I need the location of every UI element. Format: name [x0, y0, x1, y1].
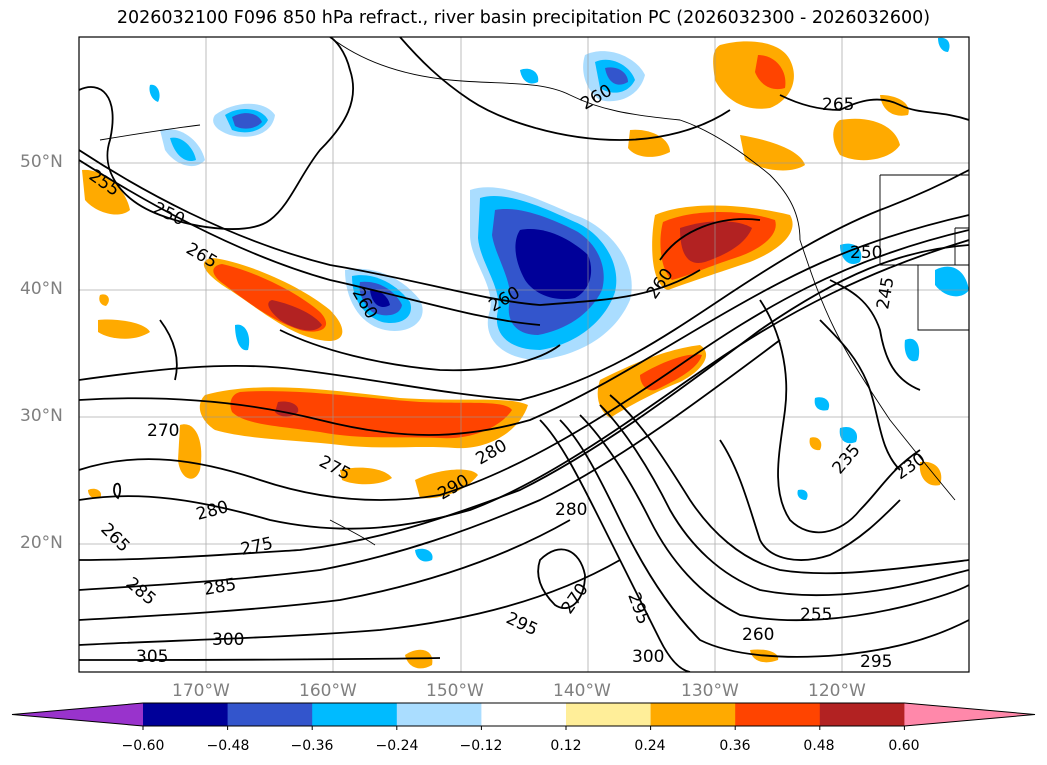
negative-anomaly-shading	[149, 37, 969, 562]
lat-label: 30°N	[20, 406, 63, 426]
colorbar-segment	[312, 703, 398, 726]
colorbar-segment	[819, 703, 905, 726]
colorbar-tick-label: −0.12	[459, 738, 503, 754]
lon-label: 160°W	[299, 681, 357, 701]
contour-label: 300	[212, 630, 244, 650]
contour-label: 265	[822, 95, 854, 115]
map-title: 2026032100 F096 850 hPa refract., river …	[116, 8, 931, 28]
colorbar	[11, 702, 1036, 730]
colorbar-tick-label: −0.36	[290, 738, 334, 754]
contour-label: 280	[555, 500, 587, 520]
contour-label: 255	[800, 605, 832, 625]
colorbar-tick-label: −0.60	[121, 738, 165, 754]
colorbar-tick-label: −0.24	[375, 738, 419, 754]
colorbar-extend-max	[904, 703, 1035, 726]
colorbar-segment	[481, 703, 567, 726]
colorbar-tick-label: −0.48	[206, 738, 250, 754]
contour-label: 300	[632, 647, 664, 667]
lat-label: 20°N	[20, 533, 63, 553]
refractivity-contours	[79, 37, 969, 672]
colorbar-extend-min	[12, 703, 143, 726]
contour-label: 295	[860, 652, 892, 672]
contour-label: 270	[147, 421, 179, 441]
colorbar-segment	[735, 703, 821, 726]
colorbar-segment	[143, 703, 229, 726]
colorbar-tick-label: 0.36	[719, 738, 751, 754]
lon-label: 120°W	[808, 681, 866, 701]
positive-anomaly-shading	[82, 41, 942, 669]
contour-label: 260	[742, 625, 774, 645]
colorbar-tick-label: 0.48	[803, 738, 835, 754]
colorbar-tick-label: 0.60	[888, 738, 920, 754]
lon-label: 140°W	[553, 681, 611, 701]
lon-label: 130°W	[681, 681, 739, 701]
lon-label: 170°W	[172, 681, 230, 701]
lat-label: 40°N	[20, 279, 63, 299]
colorbar-segment	[227, 703, 313, 726]
colorbar-tick-label: 0.24	[634, 738, 666, 754]
map-plot-area: 250 255 260 260 260 260 265 265 265 270 …	[79, 37, 969, 672]
contour-label: 250	[850, 243, 882, 263]
contour-label: 305	[136, 647, 168, 667]
lat-label: 50°N	[20, 152, 63, 172]
lon-label: 150°W	[426, 681, 484, 701]
colorbar-segment	[650, 703, 736, 726]
map-grid	[79, 37, 969, 672]
colorbar-segment	[566, 703, 652, 726]
colorbar-segment	[396, 703, 482, 726]
map-frame	[78, 36, 970, 673]
colorbar-tick-label: 0.12	[550, 738, 582, 754]
